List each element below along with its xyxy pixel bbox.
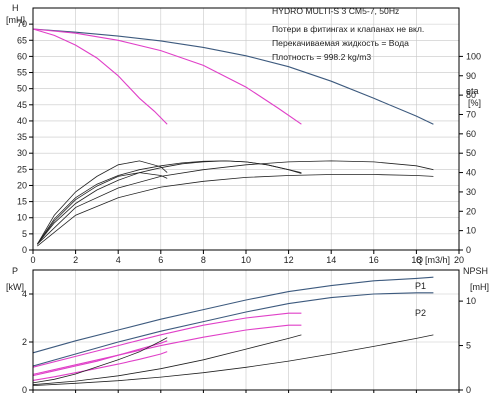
x-tick-label: 6 (158, 255, 163, 265)
efficiency-curve-5 (36, 160, 168, 245)
x-tick-label: 4 (116, 255, 121, 265)
bottom-y-label: P (12, 266, 18, 276)
y2-tick-label: 0 (466, 245, 471, 255)
npsh-curve-3 (32, 337, 168, 384)
head-efficiency-panel: 0 2 4 6 8 10 12 14 16 18 2005101520253035404550556… (6, 3, 481, 265)
bottom-y2-label: NPSH (463, 266, 488, 276)
top-y2-label: eta (466, 86, 479, 96)
bottom-ticks: 0 2 4 0 5 10 (22, 289, 476, 395)
series-label-p2: P2 (415, 308, 426, 318)
y-tick-label: 55 (17, 68, 27, 78)
y2-tick-label: 80 (466, 90, 476, 100)
p-tick-label: 2 (22, 337, 27, 347)
npsh-curve-1 (32, 334, 302, 386)
note-liquid: Перекачиваемая жидкость = Вода (272, 38, 409, 48)
y-tick-label: 0 (22, 245, 27, 255)
bottom-y2-unit: [mH] (470, 282, 489, 292)
npsh-tick-label: 0 (466, 385, 471, 395)
y2-tick-label: 20 (466, 206, 476, 216)
npsh-tick-label: 10 (466, 296, 476, 306)
x-tick-label: 16 (369, 255, 379, 265)
x-tick-label: 10 (241, 255, 251, 265)
x-tick-label: 8 (201, 255, 206, 265)
y-tick-label: 70 (17, 19, 27, 29)
head-curve-3 (32, 28, 168, 125)
x-tick-label: 12 (284, 255, 294, 265)
y2-tick-label: 50 (466, 148, 476, 158)
efficiency-curve-3 (37, 160, 434, 245)
power-npsh-panel: 0 2 4 0 5 10 P [kW] NPSH [mH] P1 P2 (6, 266, 489, 395)
top-y-unit: [mH] (6, 15, 25, 25)
top-curves (32, 28, 434, 247)
efficiency-curve-6 (36, 172, 168, 245)
head-curve-1 (32, 28, 434, 125)
note-density: Плотность = 998.2 kg/m3 (272, 52, 371, 62)
power-curve-3 (32, 312, 302, 368)
head-curve-2 (32, 28, 302, 125)
y2-tick-label: 90 (466, 71, 476, 81)
top-y2-unit: [%] (468, 98, 481, 108)
power-curve-1 (32, 276, 434, 354)
y-tick-label: 40 (17, 116, 27, 126)
y2-tick-label: 60 (466, 129, 476, 139)
y2-tick-label: 70 (466, 109, 476, 119)
p-tick-label: 0 (22, 385, 27, 395)
p-tick-label: 4 (22, 289, 27, 299)
y-tick-label: 45 (17, 100, 27, 110)
y2-tick-label: 100 (466, 51, 481, 61)
y-tick-label: 5 (22, 229, 27, 239)
x-tick-label: 0 (30, 255, 35, 265)
top-ticks: 0 2 4 6 8 10 12 14 16 18 2005101520253035404550556… (17, 19, 481, 265)
bottom-curves (32, 276, 434, 386)
y-tick-label: 30 (17, 148, 27, 158)
npsh-curve-2 (32, 334, 434, 386)
chart-title: HYDRO MULTI-S 3 CM5-7, 50Hz (272, 6, 399, 16)
y-tick-label: 50 (17, 84, 27, 94)
power-curve-6 (32, 351, 168, 381)
top-y-label: H (12, 3, 19, 13)
note-fittings: Потери в фитингах и клапанах не вкл. (272, 24, 424, 34)
y2-tick-label: 40 (466, 168, 476, 178)
bottom-y-unit: [kW] (6, 282, 24, 292)
y2-tick-label: 30 (466, 187, 476, 197)
npsh-tick-label: 5 (466, 341, 471, 351)
y-tick-label: 25 (17, 164, 27, 174)
efficiency-curve-4 (37, 174, 434, 247)
y-tick-label: 35 (17, 132, 27, 142)
y-tick-label: 65 (17, 35, 27, 45)
x-axis-unit: [m3/h] (425, 255, 450, 265)
y-tick-label: 20 (17, 180, 27, 190)
y2-tick-label: 10 (466, 226, 476, 236)
x-tick-label: 2 (73, 255, 78, 265)
power-curve-5 (32, 340, 168, 377)
x-axis-label: Q (416, 255, 423, 265)
x-tick-label: 18 (411, 255, 421, 265)
y-tick-label: 15 (17, 197, 27, 207)
x-tick-label: 14 (326, 255, 336, 265)
y-tick-label: 60 (17, 51, 27, 61)
y-tick-label: 10 (17, 213, 27, 223)
efficiency-curve-2 (36, 160, 302, 245)
x-tick-label: 20 (454, 255, 464, 265)
series-label-p1: P1 (415, 281, 426, 291)
top-grid (33, 8, 459, 250)
power-curve-2 (32, 292, 434, 367)
power-curve-4 (32, 324, 302, 375)
